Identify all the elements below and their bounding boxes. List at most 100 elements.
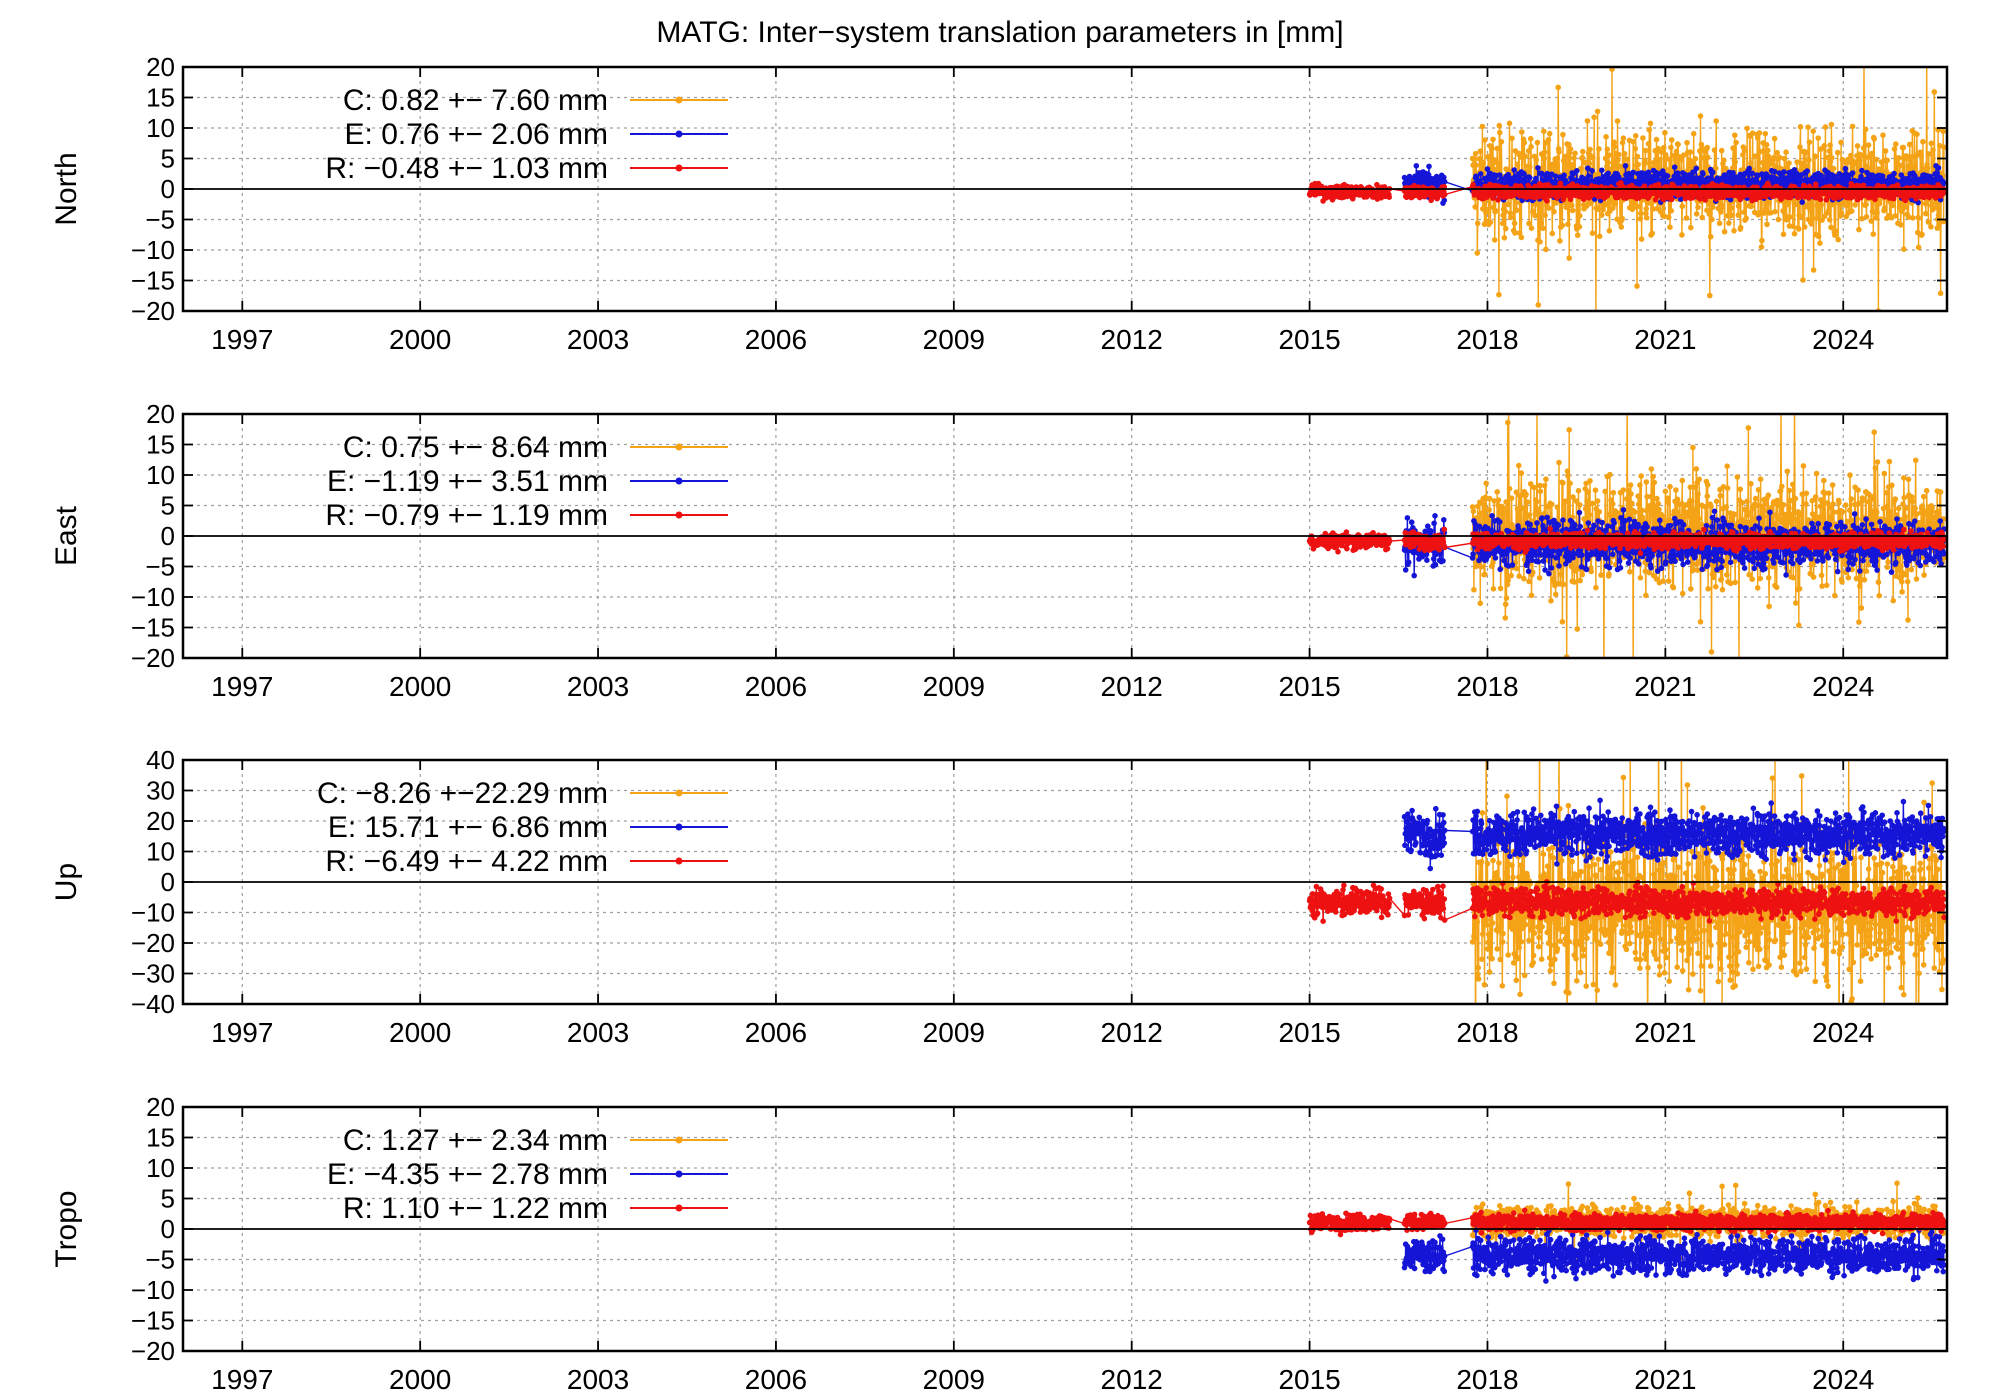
legend-label-E: E: −1.19 +− 3.51 mm (327, 465, 608, 498)
y-tick-label: 10 (146, 113, 175, 143)
series-points-R (1306, 879, 1947, 924)
plot-frame (181, 65, 1949, 313)
y-tick-label: 0 (161, 867, 175, 897)
legend-marker-E (675, 477, 683, 485)
chart-title: MATG: Inter−system translation parameter… (656, 16, 1343, 49)
series-group (1306, 760, 1947, 1004)
x-tick-label: 2021 (1634, 1017, 1696, 1048)
x-tick-label: 2009 (923, 1364, 985, 1395)
x-tick-label: 2012 (1101, 1017, 1163, 1048)
y-tick-label: −10 (131, 235, 175, 265)
series-points-E (1401, 797, 1947, 872)
y-tick-label: 20 (146, 806, 175, 836)
legend-marker-E (675, 823, 683, 831)
legend-label-C: C: 1.27 +− 2.34 mm (343, 1124, 608, 1157)
x-tick-label: 2006 (745, 1364, 807, 1395)
series-points-C (1469, 773, 1947, 1004)
y-tick-label: 5 (161, 1184, 175, 1214)
x-tick-label: 2006 (745, 324, 807, 355)
legend-marker-C (675, 96, 683, 104)
x-tick-label: 2003 (567, 671, 629, 702)
x-tick-label: 2012 (1101, 324, 1163, 355)
series-points-E (1401, 507, 1947, 579)
x-tick-label: 2021 (1634, 1364, 1696, 1395)
y-tick-label: −30 (131, 959, 175, 989)
x-tick-label: 1997 (211, 1364, 273, 1395)
y-tick-label: 10 (146, 1153, 175, 1183)
y-tick-label: −10 (131, 1275, 175, 1305)
panel-east: 1997 2000 2003 2006 2009 2012 2015 2018 2021 2024… (50, 399, 1949, 702)
panel-up: 1997 2000 2003 2006 2009 2012 2015 2018 2021 2024… (50, 745, 1949, 1048)
y-tick-label: 20 (146, 1092, 175, 1122)
y-axis-label: Up (50, 863, 83, 901)
y-tick-label: −20 (131, 643, 175, 673)
panel-tropo: 1997 2000 2003 2006 2009 2012 2015 2018 2021 2024… (50, 1092, 1949, 1395)
legend-label-E: E: −4.35 +− 2.78 mm (327, 1158, 608, 1191)
x-tick-label: 2003 (567, 1364, 629, 1395)
y-tick-label: 10 (146, 460, 175, 490)
legend-marker-R (675, 511, 683, 519)
x-tick-label: 1997 (211, 671, 273, 702)
y-tick-label: 15 (146, 430, 175, 460)
series-points-E (1401, 1227, 1947, 1284)
x-tick-label: 2012 (1101, 1364, 1163, 1395)
series-points-R (1306, 526, 1947, 557)
x-tick-label: 2021 (1634, 324, 1696, 355)
y-tick-label: −20 (131, 928, 175, 958)
legend-label-E: E: 15.71 +− 6.86 mm (328, 811, 608, 844)
y-tick-label: 30 (146, 776, 175, 806)
legend-marker-R (675, 857, 683, 865)
x-tick-label: 2024 (1812, 1364, 1874, 1395)
y-tick-label: 40 (146, 745, 175, 775)
legend-label-C: C: 0.82 +− 7.60 mm (343, 84, 608, 117)
x-tick-label: 2006 (745, 1017, 807, 1048)
y-tick-label: −5 (145, 205, 175, 235)
x-tick-label: 2018 (1456, 1364, 1518, 1395)
x-tick-label: 1997 (211, 1017, 273, 1048)
x-tick-label: 2018 (1456, 1017, 1518, 1048)
y-tick-label: −15 (131, 1306, 175, 1336)
x-tick-label: 2015 (1278, 324, 1340, 355)
x-tick-label: 2024 (1812, 671, 1874, 702)
y-tick-label: −5 (145, 552, 175, 582)
x-tick-label: 1997 (211, 324, 273, 355)
y-tick-label: −20 (131, 1336, 175, 1366)
panel-north: 1997 2000 2003 2006 2009 2012 2015 2018 2021 2024… (50, 52, 1949, 355)
y-tick-label: 15 (146, 83, 175, 113)
legend-label-R: R: 1.10 +− 1.22 mm (343, 1192, 608, 1225)
x-tick-label: 2009 (923, 671, 985, 702)
x-tick-label: 2015 (1278, 1364, 1340, 1395)
plot-frame (181, 758, 1949, 1006)
series-group (1306, 1180, 1947, 1284)
x-tick-label: 2024 (1812, 1017, 1874, 1048)
y-axis-label: East (50, 505, 83, 566)
y-tick-label: 0 (161, 521, 175, 551)
x-tick-label: 2000 (389, 324, 451, 355)
legend-label-R: R: −6.49 +− 4.22 mm (325, 845, 608, 878)
legend-marker-R (675, 164, 683, 172)
x-tick-label: 2000 (389, 1364, 451, 1395)
y-tick-label: −40 (131, 989, 175, 1019)
series-points-R (1306, 1207, 1947, 1238)
legend-marker-C (675, 443, 683, 451)
plot-frame (181, 412, 1949, 660)
x-tick-label: 2018 (1456, 671, 1518, 702)
x-tick-label: 2003 (567, 324, 629, 355)
series-group (1306, 414, 1947, 658)
x-tick-label: 2015 (1278, 1017, 1340, 1048)
panels: 1997 2000 2003 2006 2009 2012 2015 2018 2021 2024… (50, 52, 1949, 1395)
y-tick-label: 5 (161, 144, 175, 174)
series-points-C (1469, 419, 1947, 658)
y-axis-label: Tropo (50, 1190, 83, 1267)
x-tick-label: 2009 (923, 324, 985, 355)
y-axis-label: North (50, 152, 83, 225)
legend-label-C: C: −8.26 +−22.29 mm (317, 777, 608, 810)
series-points-R (1306, 180, 1947, 204)
y-tick-label: 20 (146, 399, 175, 429)
y-tick-label: 0 (161, 174, 175, 204)
x-tick-label: 2009 (923, 1017, 985, 1048)
legend-marker-E (675, 130, 683, 138)
y-tick-label: 20 (146, 52, 175, 82)
y-tick-label: −20 (131, 296, 175, 326)
